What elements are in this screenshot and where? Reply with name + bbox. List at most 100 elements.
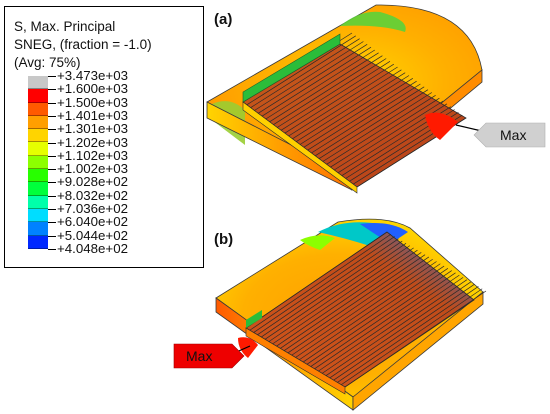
panel-a: (a) Max [206,4,546,194]
fin-plate-edge [264,243,407,340]
colorbar-tick [48,76,56,77]
colorbar-label: +1.500e+03 [57,94,128,110]
panel-a-max-text: Max [500,127,526,143]
fin-plate-edge [295,261,437,358]
colorbar-tick [48,89,56,91]
colorbar-label: +9.028e+02 [57,174,128,190]
fin-plate-edge [253,236,395,333]
panel-a-green-zone-top [340,11,406,32]
fin-plate-edge [246,35,356,106]
colorbar-label: +7.036e+02 [57,201,128,216]
colorbar-cell [28,235,48,249]
fin-plate-edge [311,83,421,154]
fin-plate-edge [284,63,394,134]
colorbar-tick [48,102,56,104]
fin-plate-edge [276,249,418,347]
fin-plate-edge [306,268,449,365]
colorbar-label: +1.301e+03 [57,121,128,137]
fin-plate-edge [325,279,468,376]
fin-plate-edge [287,256,430,354]
colorbar-cell [28,142,48,156]
panel-b: (b) Max [173,218,487,411]
legend-averaging: (Avg: 75%) [14,55,81,70]
colorbar-cell [28,169,48,183]
legend-title: S, Max. Principal [14,19,116,34]
fin-plate-edge [299,75,410,145]
fin-plate-edge [254,41,364,111]
fin-plate-edge [245,231,388,329]
fin-plate-edge [321,277,464,374]
colorbar-cell [28,129,48,143]
panel-b-label: (b) [214,231,233,248]
colorbar-label: +8.032e+02 [57,187,128,203]
fin-plate-edge [326,95,436,165]
fin-plate-edge [344,290,487,388]
fin-plate-edge [277,58,387,128]
fin-plate-edge [322,92,432,162]
fin-plate-edge [302,265,445,363]
fin-plate-edge [318,89,429,159]
colorbar-tick [48,142,56,144]
panel-a-fin-array [242,32,467,194]
fin-plate-edge [291,258,433,356]
fin-plate-edge [299,263,441,361]
fin-plate-edge [314,272,456,370]
fin-plate-edge [334,100,444,171]
colorbar-cell [28,102,48,116]
fin-plate-edge [257,238,399,336]
fin-plate-edge [333,283,475,381]
colorbar-tick [48,235,56,237]
colorbar-tick [48,129,56,131]
fin-plate-edge [296,72,406,142]
colorbar-cell [28,222,48,236]
fin-plate-edge [337,286,479,383]
panel-b-max-text: Max [186,348,212,364]
panel-b-fin-array [245,231,487,395]
colorbar-tick [48,248,56,250]
colorbar-tick [48,169,56,171]
colorbar-label: +6.040e+02 [57,214,128,230]
panel-b-max-callout: Max [173,343,251,369]
fin-plate-edge [261,240,403,338]
fin-plate-edge [315,86,425,157]
fin-plate-edge [250,38,360,108]
fin-plate-edge [258,44,368,114]
colorbar-label: +1.002e+03 [57,161,128,177]
fin-plate-edge [273,55,383,125]
fin-plate-edge [272,247,414,345]
fin-plate-edge [249,233,392,331]
fin-plate-edge [292,69,402,140]
colorbar [28,76,48,249]
colorbar-cell [28,115,48,130]
fin-plate-edge [318,274,460,372]
fin-plate-edge [280,61,391,131]
fin-plate-edge [329,281,471,379]
fin-plate-edge [280,252,422,349]
fin-plate-edge [330,97,440,168]
colorbar-tick [48,195,56,197]
colorbar-cell [28,155,48,170]
fin-plate-edge [307,80,417,151]
fin-plate-edge [303,78,413,148]
fin-plate-edge [310,270,452,367]
colorbar-label: +1.600e+03 [57,81,128,97]
fin-plate-edge [340,288,483,386]
fin-plate-edge [283,254,426,351]
legend-subtitle: SNEG, (fraction = -1.0) [14,37,152,52]
panel-b-max-region [238,337,258,358]
stress-legend: S, Max. Principal SNEG, (fraction = -1.0… [4,6,204,268]
fin-plate-edge [268,245,411,342]
colorbar-cell [28,89,48,103]
panel-b-plate-front-right [352,291,484,411]
fin-plate-edge [269,52,379,123]
colorbar-label: +5.044e+02 [57,227,128,243]
panel-a-max-region [425,112,458,140]
colorbar-tick [48,115,56,117]
colorbar-label: +3.473e+03 [57,68,128,83]
fin-plate-edge [288,66,398,137]
colorbar-tick [48,155,56,157]
colorbar-cell [28,182,48,196]
colorbar-cell [28,208,48,223]
fin-plate-edge [261,46,372,117]
